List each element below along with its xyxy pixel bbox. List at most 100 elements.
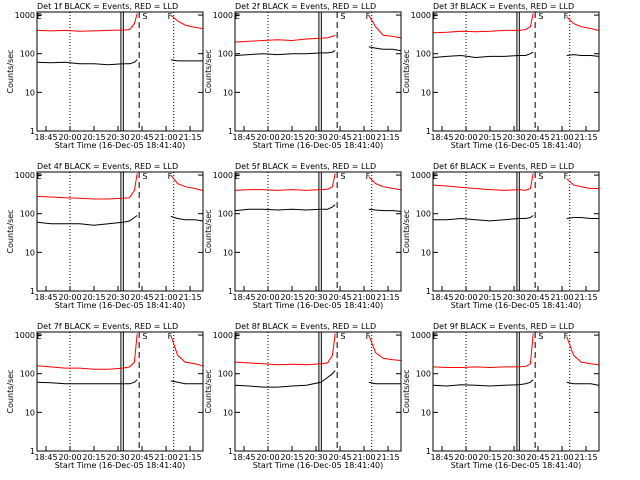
y-axis-label: Counts/sec (6, 209, 15, 253)
x-tick-label: 20:30 (503, 453, 526, 462)
series-line (433, 173, 599, 191)
event-label: E (37, 12, 42, 21)
y-tick-label: 1000 (213, 171, 233, 180)
x-tick-label: 20:15 (280, 293, 303, 302)
x-tick-label: 20:00 (454, 293, 477, 302)
y-tick-label: 10 (421, 88, 431, 97)
x-tick-label: 20:45 (131, 133, 154, 142)
x-tick-label: 20:15 (478, 133, 501, 142)
y-tick-label: 1 (30, 447, 35, 456)
x-tick-label: 21:00 (353, 293, 376, 302)
x-tick-label: 20:30 (107, 133, 130, 142)
x-tick-label: 20:15 (478, 293, 501, 302)
event-label: F (564, 332, 569, 341)
plot-frame (36, 11, 204, 132)
x-tick-label: 20:00 (256, 293, 279, 302)
x-tick-label: 21:00 (551, 133, 574, 142)
event-label: F (168, 172, 173, 181)
panel-title: Det 4f BLACK = Events, RED = LLD (37, 162, 178, 171)
panel-title: Det 3f BLACK = Events, RED = LLD (433, 2, 574, 11)
event-label: E (37, 172, 42, 181)
x-axis-label: Start Time (16-Dec-05 18:41:40) (451, 461, 582, 470)
x-tick-label: 20:30 (107, 453, 130, 462)
x-tick-label: 18:45 (34, 133, 57, 142)
y-axis-label: Counts/sec (204, 369, 213, 413)
x-tick-label: 18:45 (232, 133, 255, 142)
y-tick-label: 1000 (15, 171, 35, 180)
plot-frame (234, 11, 402, 132)
x-tick-label: 21:00 (353, 453, 376, 462)
x-tick-label: 21:00 (155, 293, 178, 302)
series-line (235, 173, 401, 191)
plot-frame (234, 171, 402, 292)
series-line (37, 13, 203, 32)
x-tick-label: 20:30 (503, 293, 526, 302)
series-line (433, 51, 599, 59)
x-tick-label: 21:15 (377, 293, 400, 302)
x-tick-label: 18:45 (232, 293, 255, 302)
x-tick-label: 18:45 (430, 293, 453, 302)
panel-title: Det 9f BLACK = Events, RED = LLD (433, 322, 574, 331)
x-tick-label: 21:00 (551, 453, 574, 462)
y-tick-label: 10 (223, 88, 233, 97)
x-tick-label: 20:30 (305, 133, 328, 142)
y-tick-label: 100 (218, 370, 233, 379)
x-axis-label: Start Time (16-Dec-05 18:41:40) (55, 461, 186, 470)
x-tick-label: 20:00 (256, 453, 279, 462)
series-line (37, 333, 203, 370)
x-tick-label: 20:45 (131, 453, 154, 462)
x-tick-label: 20:45 (329, 293, 352, 302)
y-axis-label: Counts/sec (6, 49, 15, 93)
series-line (235, 14, 401, 43)
x-tick-label: 21:00 (155, 133, 178, 142)
x-tick-label: 20:30 (107, 293, 130, 302)
y-tick-label: 100 (20, 50, 35, 59)
y-tick-label: 1 (228, 447, 233, 456)
event-label: S (142, 12, 147, 21)
event-label: S (538, 332, 543, 341)
plot-frame (36, 331, 204, 452)
x-tick-label: 21:00 (155, 453, 178, 462)
event-label: E (433, 172, 438, 181)
panel-title: Det 8f BLACK = Events, RED = LLD (235, 322, 376, 331)
x-tick-label: 21:15 (179, 133, 202, 142)
series-line (433, 333, 599, 369)
x-tick-label: 20:00 (58, 293, 81, 302)
x-tick-label: 21:15 (377, 133, 400, 142)
x-tick-label: 21:15 (575, 133, 598, 142)
x-tick-label: 21:15 (377, 453, 400, 462)
y-tick-label: 1000 (15, 331, 35, 340)
series-line (37, 379, 203, 385)
y-tick-label: 1000 (213, 331, 233, 340)
event-label: E (235, 332, 240, 341)
x-axis-label: Start Time (16-Dec-05 18:41:40) (253, 461, 384, 470)
x-tick-label: 18:45 (34, 293, 57, 302)
series-line (37, 173, 203, 200)
y-tick-label: 1 (228, 127, 233, 136)
x-tick-label: 20:00 (256, 133, 279, 142)
event-label: F (564, 172, 569, 181)
x-tick-label: 18:45 (430, 133, 453, 142)
x-axis-label: Start Time (16-Dec-05 18:41:40) (253, 301, 384, 310)
series-line (433, 215, 599, 222)
series-line (235, 204, 401, 212)
y-tick-label: 10 (25, 408, 35, 417)
event-label: S (538, 12, 543, 21)
x-tick-label: 21:15 (575, 453, 598, 462)
x-tick-label: 18:45 (430, 453, 453, 462)
x-tick-label: 20:15 (82, 453, 105, 462)
y-tick-label: 10 (25, 88, 35, 97)
panel-title: Det 2f BLACK = Events, RED = LLD (235, 2, 376, 11)
x-tick-label: 20:45 (527, 133, 550, 142)
y-axis-label: Counts/sec (204, 49, 213, 93)
event-label: S (340, 12, 345, 21)
panel-title: Det 6f BLACK = Events, RED = LLD (433, 162, 574, 171)
x-tick-label: 20:45 (131, 293, 154, 302)
y-axis-label: Counts/sec (402, 369, 411, 413)
series-line (235, 46, 401, 56)
event-label: E (235, 12, 240, 21)
event-label: E (433, 332, 438, 341)
x-tick-label: 21:15 (179, 293, 202, 302)
x-tick-label: 20:00 (454, 133, 477, 142)
